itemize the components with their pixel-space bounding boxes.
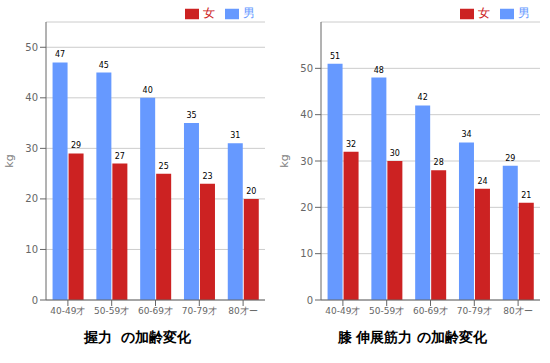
svg-text:48: 48 bbox=[374, 66, 384, 75]
svg-text:10: 10 bbox=[300, 248, 313, 259]
html-text:女: 女 bbox=[203, 6, 215, 20]
svg-text:21: 21 bbox=[521, 191, 531, 200]
svg-text:23: 23 bbox=[202, 172, 212, 181]
svg-text:20: 20 bbox=[300, 202, 313, 213]
svg-text:30: 30 bbox=[25, 143, 38, 154]
svg-text:20: 20 bbox=[246, 187, 256, 196]
html-text:女: 女 bbox=[478, 6, 490, 20]
svg-text:29: 29 bbox=[505, 154, 515, 163]
svg-text:32: 32 bbox=[346, 140, 356, 149]
svg-text:27: 27 bbox=[115, 152, 125, 161]
svg-text:50-59才: 50-59才 bbox=[369, 306, 404, 316]
html-text:握力 の加齢変化: 握力 の加齢変化 bbox=[83, 329, 192, 345]
svg-text:24: 24 bbox=[477, 177, 487, 186]
svg-text:60-69才: 60-69才 bbox=[413, 306, 448, 316]
svg-text:45: 45 bbox=[99, 61, 109, 70]
svg-text:51: 51 bbox=[330, 52, 340, 61]
svg-text:40: 40 bbox=[25, 92, 38, 103]
svg-text:40: 40 bbox=[300, 109, 313, 120]
svg-text:50-59才: 50-59才 bbox=[94, 306, 129, 316]
html-text:男: 男 bbox=[243, 6, 255, 20]
svg-text:30: 30 bbox=[300, 156, 313, 167]
svg-text:42: 42 bbox=[418, 93, 428, 102]
svg-text:34: 34 bbox=[461, 130, 471, 139]
svg-text:10: 10 bbox=[25, 244, 38, 255]
svg-text:47: 47 bbox=[55, 50, 65, 59]
svg-text:31: 31 bbox=[230, 131, 240, 140]
svg-text:28: 28 bbox=[434, 158, 444, 167]
svg-text:40-49才: 40-49才 bbox=[325, 306, 360, 316]
html-text:膝 伸展筋力 の加齢変化: 膝 伸展筋力 の加齢変化 bbox=[337, 329, 488, 345]
svg-text:29: 29 bbox=[71, 141, 81, 150]
svg-text:kg: kg bbox=[278, 154, 291, 167]
svg-text:20: 20 bbox=[25, 193, 38, 204]
svg-text:35: 35 bbox=[186, 111, 196, 120]
svg-text:kg: kg bbox=[8, 154, 16, 167]
svg-text:50: 50 bbox=[300, 63, 313, 74]
svg-text:30: 30 bbox=[390, 149, 400, 158]
svg-text:80才ー: 80才ー bbox=[228, 306, 257, 316]
svg-text:70-79才: 70-79才 bbox=[457, 306, 492, 316]
svg-text:50: 50 bbox=[25, 42, 38, 53]
svg-text:80才ー: 80才ー bbox=[503, 306, 532, 316]
svg-text:60-69才: 60-69才 bbox=[138, 306, 173, 316]
html-text:男: 男 bbox=[518, 6, 530, 20]
svg-text:0: 0 bbox=[307, 295, 313, 306]
svg-text:0: 0 bbox=[32, 295, 38, 306]
svg-text:70-79才: 70-79才 bbox=[182, 306, 217, 316]
svg-text:40-49才: 40-49才 bbox=[50, 306, 85, 316]
svg-text:40: 40 bbox=[143, 86, 153, 95]
svg-text:25: 25 bbox=[159, 162, 169, 171]
